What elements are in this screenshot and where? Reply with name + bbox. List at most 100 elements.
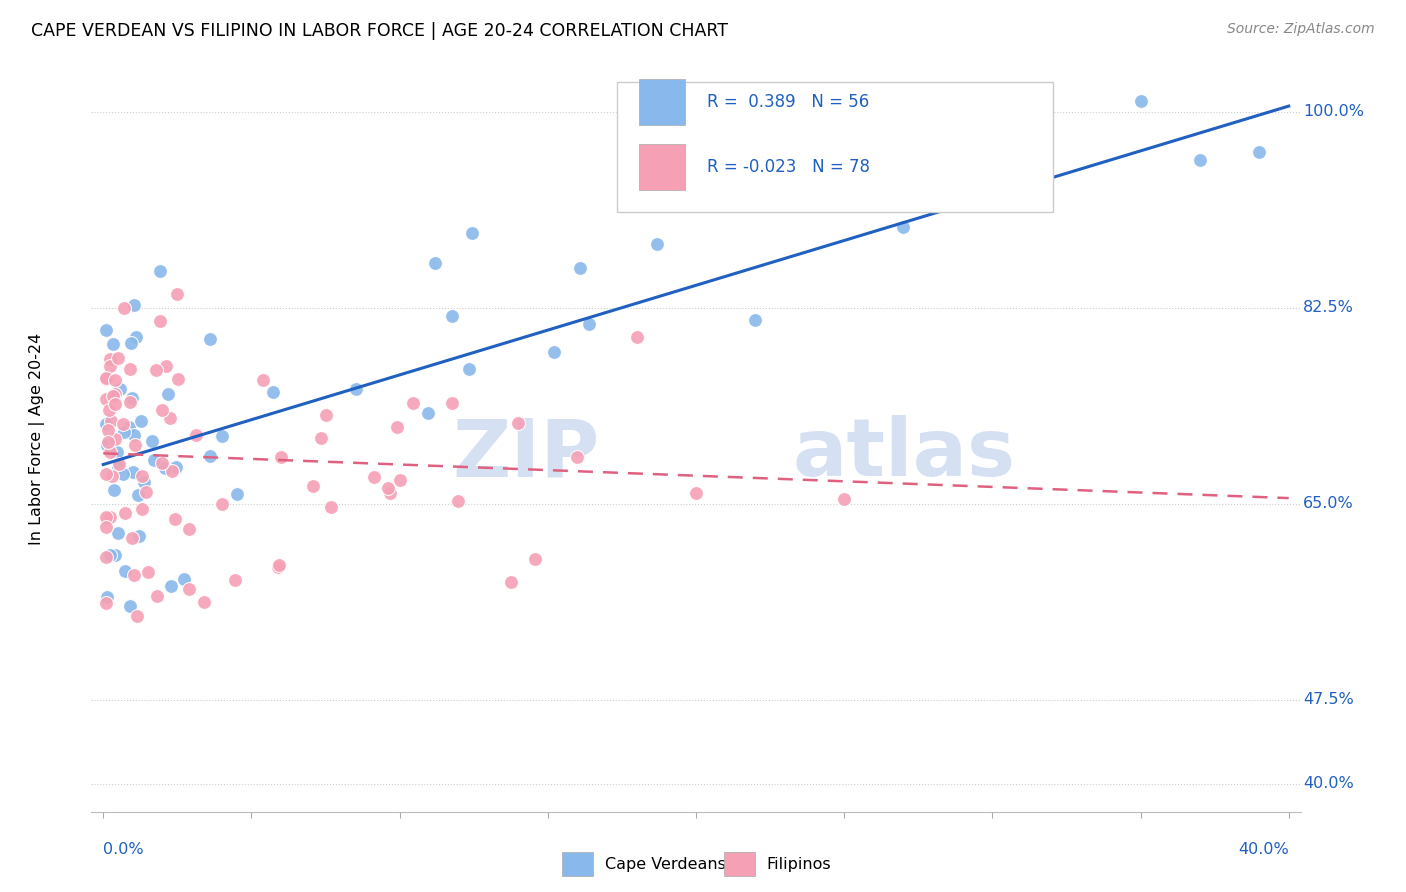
Point	[460, 226, 482, 240]
Point	[96, 467, 118, 481]
Point	[122, 465, 145, 479]
Point	[141, 434, 163, 449]
Point	[138, 566, 160, 580]
Point	[267, 558, 290, 573]
Point	[103, 483, 125, 498]
Text: 0.0%: 0.0%	[103, 842, 143, 857]
Point	[162, 464, 184, 478]
Point	[363, 470, 385, 484]
Point	[319, 500, 342, 514]
Point	[118, 599, 141, 613]
Point	[103, 397, 125, 411]
Point	[224, 574, 246, 588]
Point	[832, 492, 855, 507]
Point	[101, 389, 124, 403]
Point	[388, 473, 411, 487]
Point	[302, 479, 325, 493]
Point	[401, 396, 423, 410]
Point	[96, 438, 118, 452]
Point	[112, 467, 135, 481]
Point	[127, 488, 149, 502]
Point	[112, 301, 135, 316]
Point	[153, 461, 176, 475]
Text: In Labor Force | Age 20-24: In Labor Force | Age 20-24	[30, 334, 45, 545]
Point	[270, 450, 292, 464]
Text: 47.5%: 47.5%	[1303, 692, 1354, 707]
Point	[122, 567, 145, 582]
Point	[163, 512, 186, 526]
Text: R = -0.023   N = 78: R = -0.023 N = 78	[707, 158, 870, 176]
Text: 40.0%: 40.0%	[1237, 842, 1289, 857]
Point	[118, 395, 141, 409]
Point	[122, 298, 145, 312]
Point	[499, 574, 522, 589]
Text: 40.0%: 40.0%	[1303, 776, 1354, 791]
Point	[446, 494, 468, 508]
Point	[125, 608, 148, 623]
Point	[129, 413, 152, 427]
Point	[108, 457, 131, 471]
Point	[177, 522, 200, 536]
Point	[645, 237, 668, 252]
Point	[150, 456, 173, 470]
Point	[423, 255, 446, 269]
Text: CAPE VERDEAN VS FILIPINO IN LABOR FORCE | AGE 20-24 CORRELATION CHART: CAPE VERDEAN VS FILIPINO IN LABOR FORCE …	[31, 22, 728, 40]
Point	[1247, 145, 1270, 159]
Point	[441, 309, 464, 323]
Point	[157, 386, 180, 401]
Point	[211, 429, 233, 443]
Point	[159, 578, 181, 592]
Text: Cape Verdeans: Cape Verdeans	[605, 856, 725, 871]
Point	[96, 323, 118, 337]
Point	[100, 414, 122, 428]
Point	[193, 595, 215, 609]
Point	[105, 445, 128, 459]
Point	[107, 460, 129, 475]
Point	[179, 582, 201, 596]
Point	[165, 459, 187, 474]
Point	[135, 485, 157, 500]
Point	[744, 313, 766, 327]
Point	[149, 314, 172, 328]
Text: Filipinos: Filipinos	[766, 856, 831, 871]
Point	[97, 511, 120, 525]
Point	[120, 361, 142, 376]
Point	[128, 529, 150, 543]
Point	[441, 396, 464, 410]
Point	[97, 423, 120, 437]
Point	[416, 406, 439, 420]
Point	[578, 317, 600, 331]
Point	[96, 371, 118, 385]
Point	[568, 260, 591, 275]
Point	[112, 425, 135, 440]
Point	[685, 486, 707, 500]
Point	[132, 475, 155, 490]
Point	[173, 573, 195, 587]
Text: R =  0.389   N = 56: R = 0.389 N = 56	[707, 93, 869, 111]
Text: 100.0%: 100.0%	[1303, 104, 1364, 120]
Point	[311, 431, 333, 445]
FancyBboxPatch shape	[640, 78, 685, 125]
Point	[252, 373, 274, 387]
Point	[1188, 153, 1211, 167]
Point	[104, 548, 127, 562]
Point	[104, 432, 127, 446]
Point	[96, 596, 118, 610]
Point	[98, 402, 121, 417]
Text: atlas: atlas	[793, 415, 1015, 493]
FancyBboxPatch shape	[617, 82, 1053, 212]
Point	[380, 485, 402, 500]
Point	[96, 417, 118, 432]
Point	[146, 589, 169, 603]
Point	[131, 469, 153, 483]
Point	[145, 363, 167, 377]
Point	[150, 402, 173, 417]
Point	[1011, 94, 1033, 108]
Point	[198, 332, 221, 346]
Text: 65.0%: 65.0%	[1303, 496, 1354, 511]
Point	[626, 330, 648, 344]
Point	[142, 452, 165, 467]
Point	[108, 382, 131, 396]
Point	[98, 510, 121, 524]
Point	[103, 336, 125, 351]
